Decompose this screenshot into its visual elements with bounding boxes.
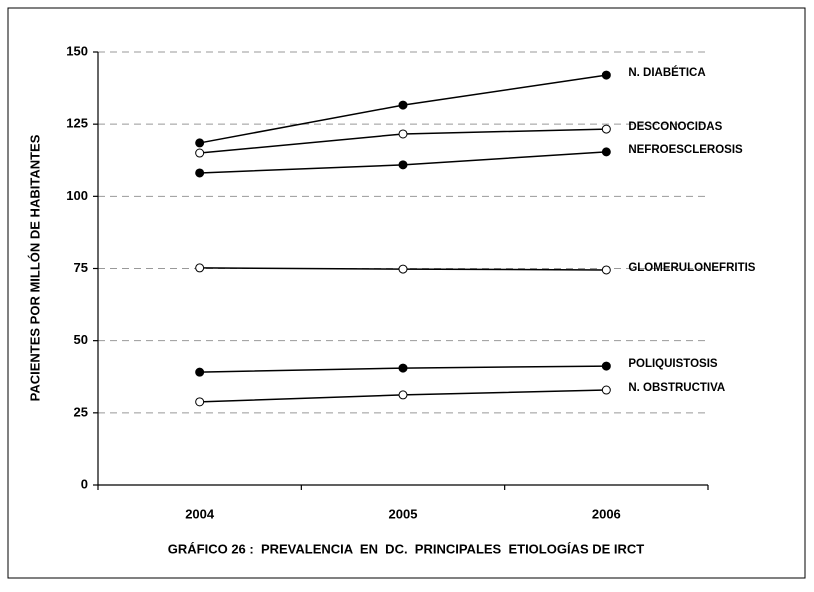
y-tick-label: 100 <box>66 188 88 203</box>
series-label: GLOMERULONEFRITIS <box>628 262 755 274</box>
y-tick-label: 150 <box>66 43 88 58</box>
point-marker <box>398 363 408 373</box>
series-label: DESCONOCIDAS <box>628 121 722 133</box>
y-tick-label: 125 <box>66 116 88 131</box>
frame <box>7 7 806 579</box>
point-marker <box>398 160 408 170</box>
point-marker <box>601 385 611 395</box>
point-marker <box>601 361 611 371</box>
y-tick-label: 50 <box>74 332 88 347</box>
point-marker <box>398 264 408 274</box>
x-tick-label: 2005 <box>389 506 418 521</box>
point-marker <box>195 138 205 148</box>
point-marker <box>398 390 408 400</box>
point-marker <box>398 129 408 139</box>
point-marker <box>601 124 611 134</box>
series-label: N. OBSTRUCTIVA <box>628 382 725 394</box>
y-axis-label: PACIENTES POR MILLÓN DE HABITANTES <box>27 134 42 401</box>
point-marker <box>601 147 611 157</box>
point-marker <box>195 397 205 407</box>
y-tick-label: 0 <box>81 476 88 491</box>
y-tick-label: 25 <box>74 404 88 419</box>
x-tick-label: 2004 <box>185 506 215 521</box>
point-marker <box>398 100 408 110</box>
series-label: N. DIABÉTICA <box>628 66 705 79</box>
point-marker <box>601 70 611 80</box>
x-tick-label: 2006 <box>592 506 621 521</box>
series-label: NEFROESCLEROSIS <box>628 144 743 156</box>
chart-title: GRÁFICO 26 : PREVALENCIA EN DC. PRINCIPA… <box>168 541 645 556</box>
y-tick-label: 75 <box>74 260 88 275</box>
point-marker <box>195 168 205 178</box>
point-marker <box>195 148 205 158</box>
point-marker <box>195 263 205 273</box>
point-marker <box>195 367 205 377</box>
series-label: POLIQUISTOSIS <box>628 358 718 370</box>
point-marker <box>601 265 611 275</box>
